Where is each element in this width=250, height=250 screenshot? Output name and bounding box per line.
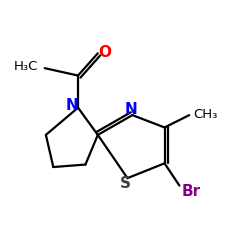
Text: S: S	[120, 176, 130, 191]
Text: N: N	[66, 98, 78, 113]
Text: Br: Br	[182, 184, 201, 199]
Text: CH₃: CH₃	[193, 108, 217, 121]
Text: N: N	[125, 102, 138, 117]
Text: O: O	[98, 44, 111, 60]
Text: H₃C: H₃C	[14, 60, 38, 74]
